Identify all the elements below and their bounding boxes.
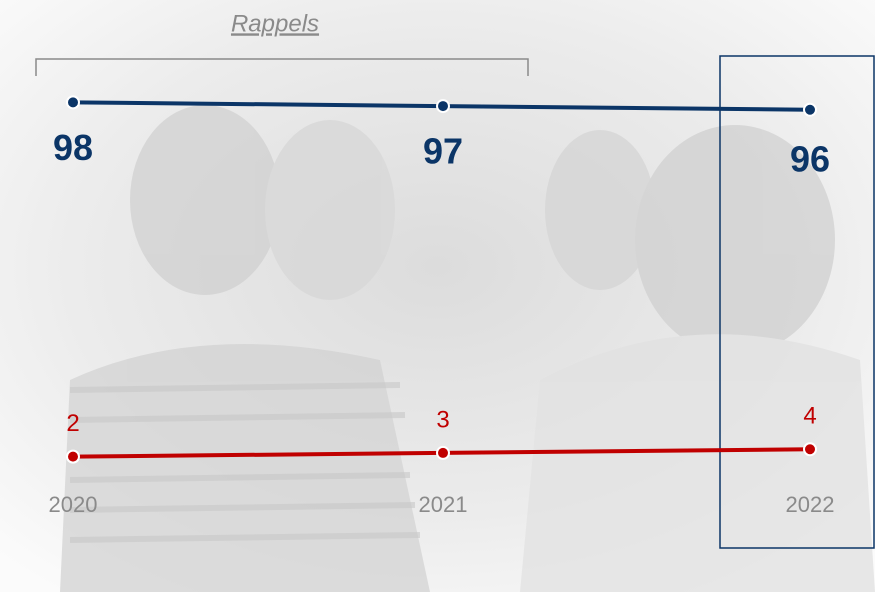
data-label: 97 (423, 131, 463, 172)
annotation: Rappels (231, 10, 319, 37)
point (436, 99, 450, 114)
stripes (69, 382, 421, 543)
photo-shapes (60, 105, 875, 592)
data-label: 96 (790, 138, 830, 179)
bracket (35, 58, 529, 76)
data-label: 98 (53, 127, 93, 168)
x-tick-label: 2021 (419, 492, 468, 517)
x-tick-label: 2022 (786, 492, 835, 517)
highlight-box (719, 55, 875, 549)
x-tick-label: 2020 (49, 492, 98, 517)
point (66, 449, 80, 464)
data-label: 3 (436, 406, 449, 433)
point (436, 445, 450, 460)
point (66, 95, 80, 110)
point (803, 102, 817, 117)
point (803, 442, 817, 457)
data-label: 4 (803, 403, 816, 430)
data-label: 2 (66, 410, 79, 437)
